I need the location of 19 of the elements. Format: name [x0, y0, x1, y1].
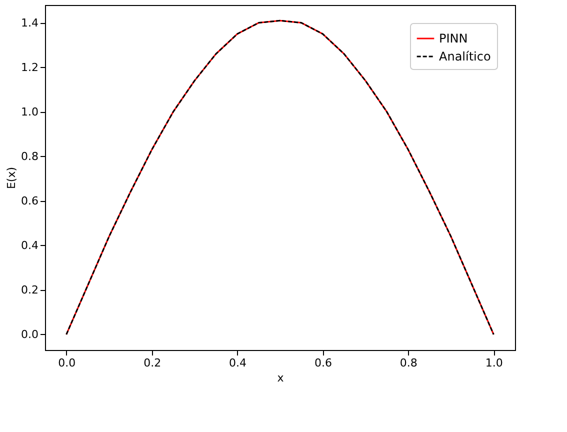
x-axis-title: x	[277, 372, 284, 384]
legend-label: Analítico	[439, 50, 491, 64]
line-series	[66, 20, 494, 336]
x-tick-label: 0.8	[400, 356, 418, 370]
x-tick-label: 0.4	[229, 356, 247, 370]
y-tick-label: 0.4	[21, 238, 38, 252]
legend-label: PINN	[439, 32, 468, 46]
y-tick-label: 0.6	[21, 194, 38, 208]
y-tick-label: 0.8	[21, 150, 38, 163]
x-tick-label: 0.2	[144, 356, 162, 370]
y-tick-label: 1.4	[21, 16, 38, 30]
y-tick-label: 1.2	[21, 60, 38, 74]
x-tick-label: 1.0	[485, 356, 503, 370]
y-axis-title: E(x)	[5, 166, 18, 190]
y-tick-label: 0.2	[21, 283, 38, 296]
y-tick-label: 0.0	[21, 328, 38, 341]
x-tick-label: 0.6	[314, 356, 332, 370]
y-tick-label: 1.0	[21, 105, 38, 118]
x-tick-label: 0.0	[58, 356, 76, 370]
